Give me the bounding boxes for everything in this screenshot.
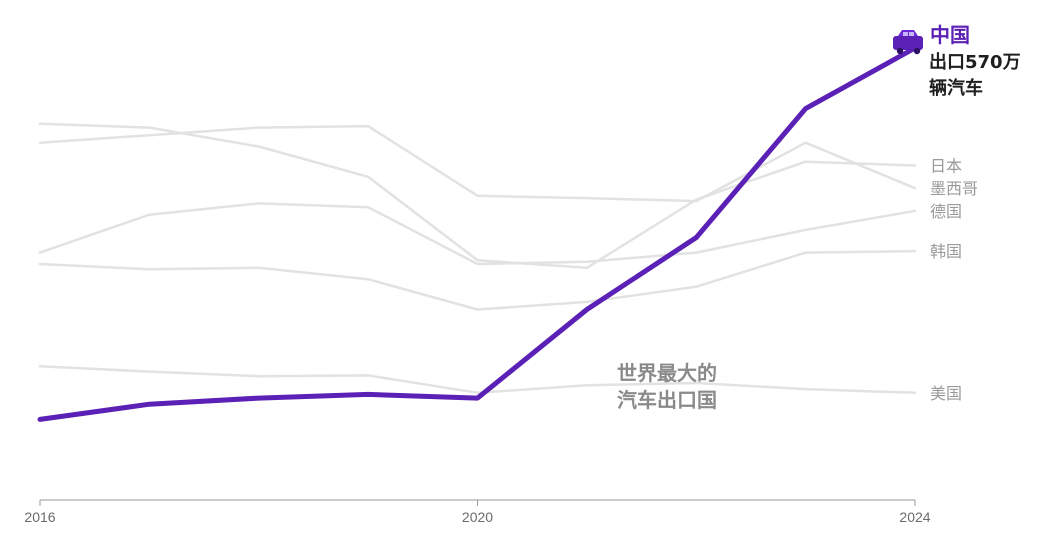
- highlight-label-line-2: 辆汽车: [929, 77, 983, 99]
- series-label-2: 德国: [930, 202, 962, 221]
- series-label-4: 美国: [930, 384, 962, 403]
- series-label-3: 韩国: [930, 242, 962, 261]
- highlight-label-line-1: 出口570万: [929, 51, 1021, 73]
- series-line-2: [38, 202, 917, 266]
- muted-series-lines: [38, 122, 917, 395]
- annotation-line-1: 世界最大的: [617, 361, 717, 385]
- highlight-series-line: [37, 45, 918, 422]
- series-label-1: 墨西哥: [930, 179, 978, 198]
- annotation-line-2: 汽车出口国: [617, 388, 717, 412]
- x-tick-label-1: 2020: [462, 509, 493, 525]
- series-line-4: [38, 365, 917, 395]
- highlight-label-title: 中国: [930, 23, 970, 47]
- series-line-1: [38, 124, 917, 203]
- series-line-highlight: [37, 45, 918, 422]
- x-tick-label-2: 2024: [899, 509, 930, 525]
- x-tick-label-0: 2016: [24, 509, 55, 525]
- x-axis-ticks: 2016 2020 2024: [24, 500, 931, 525]
- car-icon: [893, 30, 923, 55]
- series-line-3: [38, 249, 917, 311]
- series-label-0: 日本: [930, 157, 962, 176]
